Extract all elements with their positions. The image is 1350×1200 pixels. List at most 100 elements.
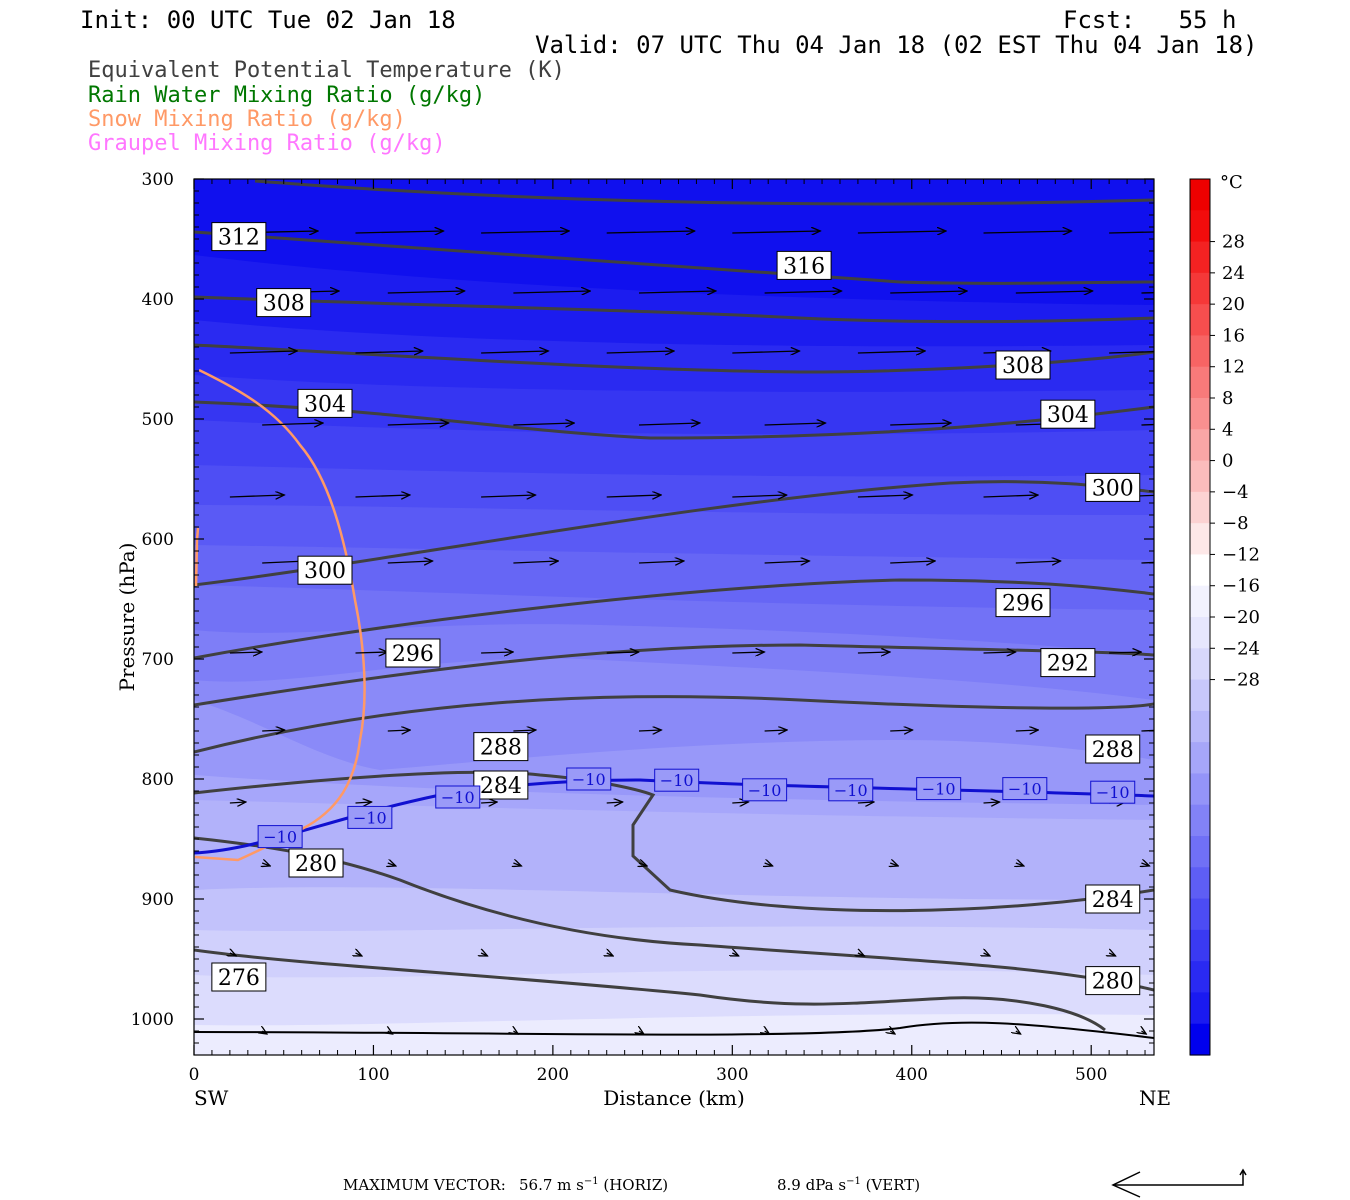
wind-vector — [606, 652, 639, 653]
isotherm-label-box — [916, 777, 962, 801]
legend-rain-water: Rain Water Mixing Ratio (g/kg) — [88, 83, 486, 108]
isotherm-label: −10 — [922, 780, 956, 799]
wind-vector — [355, 953, 361, 956]
colorbar-tick-label: 4 — [1222, 419, 1233, 440]
colorbar-swatch — [1190, 429, 1210, 462]
colorbar-tick-label: 16 — [1222, 325, 1245, 346]
y-tick-label: 1000 — [131, 1010, 174, 1030]
isotherm-label-box — [347, 805, 393, 829]
wind-vector — [387, 291, 465, 293]
wind-vector — [513, 730, 535, 731]
wind-vector — [857, 802, 874, 803]
init-time-text: Init: 00 UTC Tue 02 Jan 18 — [80, 6, 456, 34]
theta-e-label: 288 — [480, 736, 522, 761]
wind-vector — [262, 1031, 267, 1034]
wind-vector — [606, 495, 661, 497]
isotherm-label: −10 — [660, 771, 694, 790]
y-tick-label: 400 — [142, 290, 174, 310]
wind-vector — [387, 730, 410, 731]
wind-vector — [481, 802, 497, 803]
vert-tag: (VERT) — [860, 1176, 921, 1194]
theta-e-label-box — [1085, 884, 1141, 914]
snow-contour — [194, 527, 200, 587]
wind-vector — [262, 423, 323, 425]
isotherm-labels: −10 −10 −10 −10 −10 −10 −10 −10 −10 −10 — [257, 767, 1136, 849]
colorbar-swatch — [1190, 679, 1210, 712]
wind-vector — [1109, 953, 1115, 956]
vert-value: 8.9 dPa s — [777, 1176, 847, 1194]
x-tick-label: 500 — [1075, 1065, 1107, 1085]
wind-vector — [732, 231, 820, 233]
wind-vector — [229, 351, 297, 353]
wind-vector — [983, 802, 1000, 803]
theta-e-contour — [194, 343, 1154, 374]
wind-vector — [639, 863, 647, 866]
colorbar-swatch — [1190, 961, 1210, 994]
y-tick-label: 900 — [142, 890, 174, 910]
theta-e-label: 300 — [1092, 476, 1134, 501]
theta-e-label: 292 — [1047, 652, 1089, 677]
colorbar-tick-label: 8 — [1222, 388, 1233, 409]
theta-e-contour — [194, 695, 1154, 754]
colorbar-tick-label: 24 — [1222, 263, 1245, 284]
colorbar-swatch — [1190, 179, 1210, 211]
isotherm-label: −10 — [1008, 780, 1042, 799]
wind-vector — [764, 561, 810, 563]
colorbar-swatch — [1190, 836, 1210, 868]
max-vector-label: MAXIMUM VECTOR: — [343, 1176, 506, 1194]
isotherm-label: −10 — [748, 781, 782, 800]
wind-vector — [1109, 231, 1154, 234]
wind-vector — [1109, 652, 1141, 653]
theta-e-contour — [254, 179, 1154, 206]
theta-e-label-box — [297, 388, 353, 418]
wind-vector — [606, 231, 695, 233]
wind-vector — [229, 802, 246, 803]
wind-vector — [732, 495, 786, 497]
vert-exp: −1 — [846, 1176, 861, 1187]
wind-vector — [481, 652, 513, 653]
isotherm-label-box — [435, 785, 481, 809]
colorbar-tick-label: −28 — [1222, 670, 1260, 691]
horiz-exp: −1 — [583, 1176, 599, 1187]
wind-vector — [1016, 863, 1024, 866]
wind-vector — [983, 652, 1016, 653]
theta-e-label-box — [1085, 966, 1141, 996]
wind-vector — [481, 351, 548, 353]
theta-e-label-box — [211, 962, 267, 992]
wind-vector — [355, 351, 422, 353]
theta-e-label-box — [473, 770, 529, 800]
wind-vector — [606, 351, 674, 353]
legend-snow: Snow Mixing Ratio (g/kg) — [88, 107, 406, 132]
wind-vector — [890, 291, 967, 293]
colorbar-swatch — [1190, 898, 1210, 931]
colorbar-swatch — [1190, 617, 1210, 649]
y-tick-label: 700 — [142, 650, 174, 670]
isotherm-label-box — [828, 778, 874, 802]
wind-vector — [638, 730, 661, 731]
colorbar-tick-label: −4 — [1222, 482, 1249, 503]
x-left-direction-label: SW — [194, 1086, 229, 1110]
y-tick-label: 500 — [142, 410, 174, 430]
y-axis-label: Pressure (hPa) — [115, 543, 139, 692]
wind-vector — [1016, 1031, 1021, 1034]
isotherm-label: −10 — [1096, 783, 1130, 802]
theta-e-label-box — [1085, 472, 1141, 502]
x-right-direction-label: NE — [1139, 1086, 1171, 1110]
wind-vector — [1141, 863, 1149, 866]
theta-e-label: 308 — [263, 292, 305, 317]
wind-vector — [355, 802, 371, 803]
theta-e-label-box — [995, 588, 1051, 618]
reference-vector-icon — [1111, 1168, 1247, 1198]
wind-vector — [638, 561, 684, 563]
colorbar-swatch — [1190, 867, 1210, 900]
colorbar-tick-label: −24 — [1222, 638, 1260, 659]
theta-e-contour — [194, 578, 1154, 660]
colorbar-swatch — [1190, 398, 1210, 430]
colorbar-swatch — [1190, 648, 1210, 681]
y-tick-label: 600 — [142, 530, 174, 550]
legend-theta-e: Equivalent Potential Temperature (K) — [88, 58, 565, 83]
x-tick-label: 200 — [537, 1065, 569, 1085]
colorbar-swatch — [1190, 992, 1210, 1025]
theta-e-label: 280 — [295, 852, 337, 877]
wind-vector — [1141, 1031, 1146, 1034]
